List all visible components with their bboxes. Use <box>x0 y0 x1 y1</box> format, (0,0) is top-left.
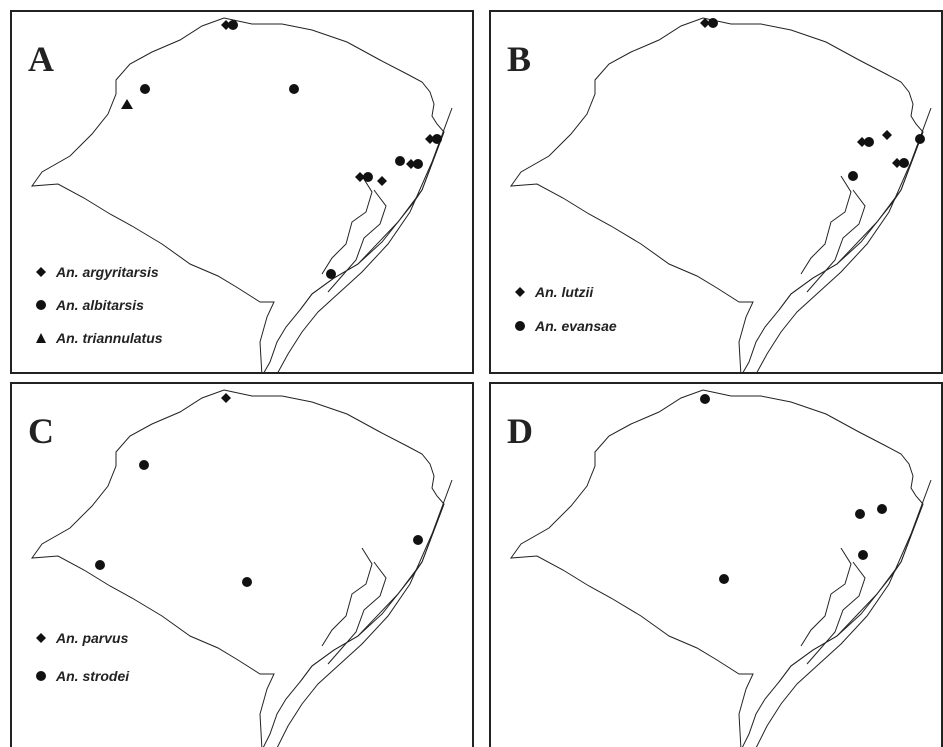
legend-label: An. evansae <box>535 318 617 334</box>
legend-item: An. strodei <box>32 668 129 684</box>
panel-letter: D <box>507 411 533 451</box>
occurrence-points <box>700 18 925 181</box>
diamond-icon <box>32 266 50 278</box>
albitarsis-marker <box>413 159 423 169</box>
legend-item: An. evansae <box>511 318 617 334</box>
state-map <box>30 389 453 747</box>
evansae-marker <box>915 134 925 144</box>
lutzii-marker <box>857 137 867 147</box>
lutzii-marker <box>700 18 710 28</box>
legend-item: An. argyritarsis <box>32 264 163 280</box>
occurrence-marker <box>719 574 729 584</box>
occurrence-points <box>121 20 442 279</box>
panel-c: C An. parvus An. strodei <box>10 382 474 747</box>
evansae-marker <box>708 18 718 28</box>
diamond-icon <box>511 286 529 298</box>
panel-letter: A <box>28 39 54 79</box>
legend-label: An. strodei <box>56 668 130 684</box>
occurrence-points <box>95 393 423 587</box>
argyritarsis-marker <box>355 172 365 182</box>
panel-letter: C <box>28 411 54 451</box>
lutzii-marker <box>892 158 902 168</box>
strodei-marker <box>139 460 149 470</box>
legend-label: An. albitarsis <box>56 297 144 313</box>
legend-item: An. albitarsis <box>32 297 163 313</box>
triangle-icon <box>32 332 50 344</box>
legend-label: An. lutzii <box>535 284 594 300</box>
legend: An. lutzii An. evansae <box>511 284 617 351</box>
strodei-marker <box>95 560 105 570</box>
albitarsis-marker <box>363 172 373 182</box>
state-map <box>509 17 932 372</box>
occurrence-points <box>700 394 887 584</box>
triannulatus-marker <box>121 99 133 109</box>
legend-label: An. parvus <box>56 630 129 646</box>
panel-d: D <box>489 382 943 747</box>
albitarsis-marker <box>326 269 336 279</box>
evansae-marker <box>848 171 858 181</box>
legend-label: An. argyritarsis <box>56 264 159 280</box>
state-map <box>30 17 453 372</box>
circle-icon <box>32 670 50 682</box>
argyritarsis-marker <box>377 176 387 186</box>
legend: An. argyritarsis An. albitarsis An. tria… <box>32 264 163 363</box>
albitarsis-marker <box>395 156 405 166</box>
albitarsis-marker <box>289 84 299 94</box>
lutzii-marker <box>882 130 892 140</box>
albitarsis-marker <box>140 84 150 94</box>
circle-icon <box>511 320 529 332</box>
circle-icon <box>32 299 50 311</box>
occurrence-marker <box>700 394 710 404</box>
legend-item: An. parvus <box>32 630 129 646</box>
argyritarsis-marker <box>221 20 231 30</box>
state-map <box>509 389 932 747</box>
parvus-marker <box>221 393 231 403</box>
map-outline <box>509 389 932 747</box>
occurrence-marker <box>855 509 865 519</box>
map-outline <box>509 17 932 372</box>
strodei-marker <box>242 577 252 587</box>
argyritarsis-marker <box>406 159 416 169</box>
diamond-icon <box>32 632 50 644</box>
map-outline <box>30 17 453 372</box>
legend-item: An. triannulatus <box>32 330 163 346</box>
argyritarsis-marker <box>425 134 435 144</box>
albitarsis-marker <box>228 20 238 30</box>
map-outline <box>30 389 453 747</box>
occurrence-marker <box>877 504 887 514</box>
legend: An. parvus An. strodei <box>32 630 129 701</box>
panel-letter: B <box>507 39 532 79</box>
occurrence-marker <box>858 550 868 560</box>
legend-item: An. lutzii <box>511 284 617 300</box>
strodei-marker <box>413 535 423 545</box>
evansae-marker <box>864 137 874 147</box>
albitarsis-marker <box>432 134 442 144</box>
evansae-marker <box>899 158 909 168</box>
panel-a: A An. argyritarsis An. albitarsis An. tr… <box>10 10 474 374</box>
legend-label: An. triannulatus <box>56 330 163 346</box>
panel-b: B An. lutzii An. evansae <box>489 10 943 374</box>
